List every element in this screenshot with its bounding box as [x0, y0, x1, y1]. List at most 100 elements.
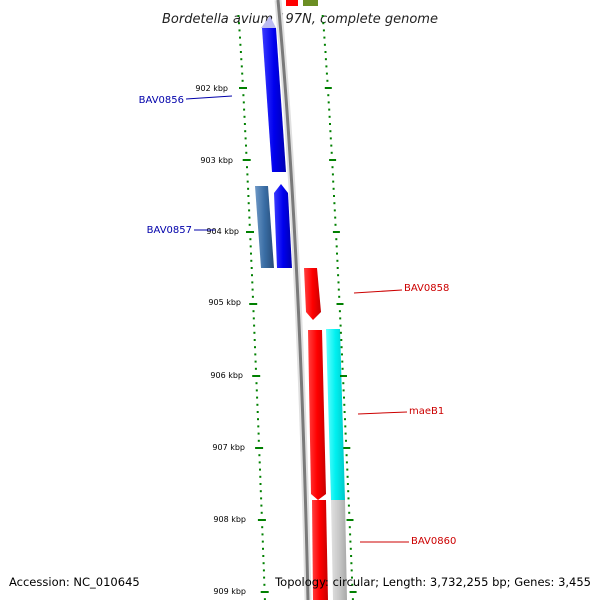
tick-label: 904 kbp: [206, 227, 239, 236]
outer-major-tick: [343, 447, 351, 449]
outer-major-tick: [340, 375, 347, 377]
minor-tick: [259, 490, 262, 493]
minor-tick: [261, 526, 264, 529]
gene-steelblue[interactable]: [255, 186, 274, 268]
minor-tick: [246, 166, 248, 169]
outer-dotted-track: [321, 15, 357, 600]
outer-minor-tick: [344, 418, 346, 421]
gene-label-maeb1[interactable]: maeB1: [409, 406, 444, 417]
outer-minor-tick: [346, 483, 349, 485]
minor-tick: [253, 339, 256, 341]
outer-minor-tick: [342, 389, 345, 392]
minor-tick: [255, 389, 258, 392]
gene-label-bav0860[interactable]: BAV0860: [411, 536, 456, 547]
gene-bav0857[interactable]: [274, 184, 292, 268]
outer-minor-tick: [326, 79, 329, 82]
minor-tick: [247, 195, 250, 197]
gene-label-bav0857[interactable]: BAV0857: [147, 225, 192, 236]
outer-major-tick: [346, 519, 354, 521]
minor-tick: [245, 151, 248, 154]
outer-minor-tick: [351, 576, 353, 579]
major-tick: [257, 519, 266, 521]
tick-label: 909 kbp: [213, 587, 246, 596]
minor-tick: [243, 108, 246, 111]
outer-minor-tick: [344, 425, 347, 428]
minor-tick: [263, 598, 266, 600]
minor-tick: [259, 475, 262, 478]
minor-tick: [250, 267, 253, 269]
outer-minor-tick: [324, 58, 327, 61]
outer-minor-tick: [348, 511, 351, 514]
minor-tick: [263, 583, 266, 586]
minor-tick: [262, 547, 264, 550]
outer-minor-tick: [329, 123, 331, 125]
minor-tick: [240, 65, 243, 68]
outer-minor-tick: [345, 439, 347, 442]
major-tick: [260, 591, 269, 593]
minor-tick: [261, 533, 264, 536]
outer-minor-tick: [327, 94, 330, 97]
minor-tick: [251, 295, 254, 298]
minor-tick: [262, 555, 265, 557]
minor-tick: [248, 209, 251, 212]
minor-tick: [242, 101, 245, 104]
outer-minor-tick: [334, 216, 337, 219]
outer-minor-tick: [331, 173, 334, 176]
minor-tick: [244, 130, 247, 133]
outer-major-tick: [329, 159, 337, 161]
outer-minor-tick: [337, 281, 340, 284]
label-leader-bav0858: [353, 289, 403, 294]
minor-tick: [241, 72, 244, 75]
gene-bav0856[interactable]: [262, 28, 286, 172]
gene-bottom-red[interactable]: [312, 500, 328, 600]
minor-tick: [240, 58, 243, 61]
outer-minor-tick: [331, 166, 334, 169]
minor-tick: [254, 360, 257, 363]
label-leader-maeb1: [357, 411, 408, 415]
outer-minor-tick: [345, 461, 348, 464]
gene-maeb1[interactable]: [326, 329, 345, 500]
outer-minor-tick: [334, 223, 337, 226]
tick-label: 902 kbp: [195, 84, 228, 93]
outer-major-tick: [349, 591, 357, 593]
gene-label-bav0858[interactable]: BAV0858: [404, 283, 449, 294]
minor-tick: [253, 324, 256, 327]
outer-minor-tick: [339, 324, 342, 327]
outer-minor-tick: [333, 202, 336, 205]
outer-minor-tick: [321, 15, 324, 17]
outer-minor-tick: [341, 367, 344, 370]
major-tick: [249, 303, 258, 305]
minor-tick: [256, 411, 259, 413]
kbp-ruler: [237, 15, 269, 600]
minor-tick: [252, 310, 255, 313]
outer-minor-tick: [340, 346, 343, 349]
label-leader-bav0856: [185, 95, 233, 100]
outer-minor-tick: [325, 65, 328, 68]
minor-tick: [251, 281, 254, 284]
gene-bav0860[interactable]: [331, 500, 347, 600]
outer-minor-tick: [329, 137, 332, 140]
minor-tick: [239, 51, 242, 53]
outer-minor-tick: [335, 245, 338, 248]
gene-bav0858[interactable]: [304, 268, 321, 320]
minor-tick: [250, 259, 253, 262]
outer-minor-tick: [346, 475, 349, 478]
outer-minor-tick: [337, 274, 340, 277]
outer-minor-tick: [349, 547, 352, 550]
major-tick: [242, 159, 251, 161]
minor-tick: [262, 562, 265, 565]
gene-label-bav0856[interactable]: BAV0856: [139, 95, 184, 106]
outer-major-tick: [336, 303, 344, 305]
outer-minor-tick: [347, 504, 350, 507]
accession-text: Accession: NC_010645: [9, 575, 140, 589]
genome-backbone: [276, 0, 310, 600]
minor-tick: [259, 483, 262, 485]
minor-tick: [246, 173, 249, 176]
minor-tick: [257, 425, 260, 428]
gene-maeb1-red[interactable]: [308, 330, 326, 500]
outer-minor-tick: [343, 403, 346, 406]
minor-tick: [239, 36, 241, 39]
outer-minor-tick: [338, 295, 341, 298]
